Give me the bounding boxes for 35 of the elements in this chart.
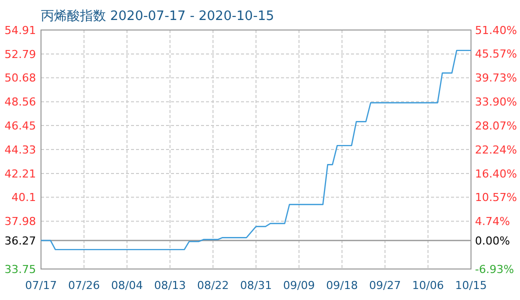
y2-tick-label: 39.73% <box>475 72 517 85</box>
y-tick-label: 33.75 <box>4 262 36 276</box>
y-tick-label: 42.21 <box>4 167 36 180</box>
y-tick-label: 44.33 <box>4 143 36 156</box>
y-tick-label: 37.98 <box>4 215 36 228</box>
x-tick-label: 08/31 <box>240 279 272 292</box>
x-tick-label: 08/13 <box>154 279 186 292</box>
y2-tick-label: 16.40% <box>475 167 517 180</box>
x-tick-label: 10/15 <box>455 279 487 292</box>
y2-tick-label: 0.00% <box>475 234 510 248</box>
y-tick-label: 52.79 <box>4 48 36 61</box>
y2-tick-label: 45.57% <box>475 48 517 61</box>
y-tick-label: 54.91 <box>4 24 36 37</box>
y-tick-label: 46.45 <box>4 119 36 132</box>
x-tick-label: 08/22 <box>197 279 229 292</box>
y-tick-label: 36.27 <box>4 234 36 248</box>
y2-tick-label: 22.24% <box>475 143 517 156</box>
x-tick-label: 07/26 <box>68 279 100 292</box>
chart-title: 丙烯酸指数 2020-07-17 - 2020-10-15 <box>41 9 274 24</box>
y2-tick-label: -6.93% <box>475 262 514 276</box>
y-tick-label: 50.68 <box>4 72 36 85</box>
y2-tick-label: 28.07% <box>475 119 517 132</box>
x-tick-label: 09/18 <box>326 279 358 292</box>
y2-tick-label: 33.90% <box>475 96 517 109</box>
y-tick-label: 48.56 <box>4 96 36 109</box>
x-tick-label: 10/06 <box>412 279 444 292</box>
y2-tick-label: 10.57% <box>475 191 517 204</box>
x-tick-label: 09/09 <box>283 279 315 292</box>
x-tick-label: 08/04 <box>111 279 143 292</box>
y-tick-label: 40.1 <box>12 191 36 204</box>
x-tick-label: 09/27 <box>369 279 401 292</box>
y2-tick-label: 51.40% <box>475 24 517 37</box>
line-series <box>40 50 472 250</box>
x-tick-label: 07/17 <box>25 279 57 292</box>
y2-tick-label: 4.74% <box>475 215 510 228</box>
